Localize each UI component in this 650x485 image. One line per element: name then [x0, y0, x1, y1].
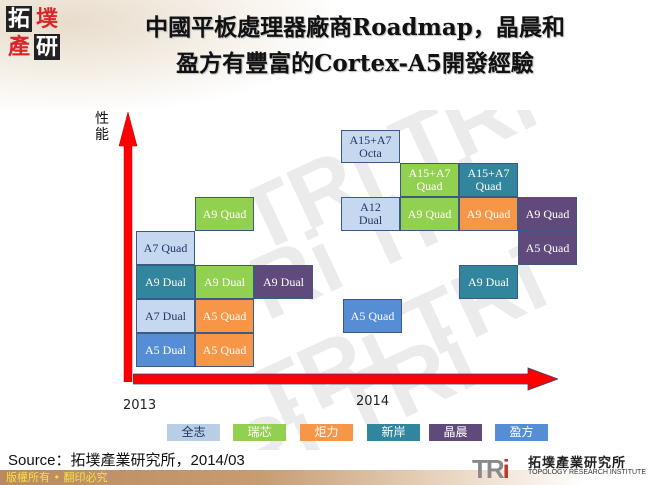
chip-block-2013: A9 Dual: [195, 265, 254, 299]
legend-xinan: 新岸: [367, 424, 420, 441]
tri-mark-icon: TRi: [472, 454, 510, 484]
year-label-2014: 2014: [356, 394, 390, 409]
org-name-en: TOPOLOGY RESEARCH INSTITUTE: [528, 469, 646, 476]
logo-char: 拓: [6, 6, 32, 32]
slide-title: 中國平板處理器廠商Roadmap，晶晨和 盈方有豐富的Cortex-A5開發經驗: [70, 10, 640, 82]
chip-block-2014: A15+A7 Quad: [459, 163, 518, 197]
chip-block-2013: A5 Quad: [195, 333, 254, 367]
footer-bar: [0, 470, 650, 485]
logo-char: 墣: [35, 6, 58, 32]
chip-block-2014: A15+A7 Quad: [400, 163, 459, 197]
title-line-1: 中國平板處理器廠商Roadmap，晶晨和: [145, 14, 565, 41]
tri-footer-logo: TRi 拓墣產業研究所 TOPOLOGY RESEARCH INSTITUTE: [472, 452, 647, 484]
chip-block-2014: A9 Quad: [400, 197, 459, 231]
chip-block-2014: A15+A7 Octa: [341, 130, 400, 163]
block-line-2: Octa: [359, 145, 382, 160]
block-line-1: A12: [360, 200, 381, 214]
chip-block-2013: A7 Dual: [136, 299, 195, 333]
performance-arrow-icon: [118, 112, 138, 382]
chip-block-2014: A5 Quad: [343, 299, 402, 333]
block-line-1: A15+A7: [467, 166, 510, 180]
timeline-arrow-icon: [133, 367, 558, 391]
title-line-2: 盈方有豐富的Cortex-A5開發經驗: [176, 50, 534, 77]
logo-char: 產: [7, 34, 30, 60]
chip-block-2014: A9 Quad: [518, 197, 577, 231]
chip-block-2013: A5 Dual: [136, 333, 195, 367]
chip-block-2013: A7 Quad: [136, 231, 195, 265]
chip-block-2013: A9 Dual: [136, 265, 195, 299]
chip-block-2014: A5 Quad: [518, 231, 577, 265]
copyright-text: 版權所有 • 翻印必究: [6, 471, 108, 484]
block-line-1: A15+A7: [349, 132, 392, 147]
chip-block-2014: A9 Quad: [459, 197, 518, 231]
block-line-2: Quad: [475, 179, 502, 193]
logo-char: 研: [34, 34, 60, 60]
chip-block-2014: A9 Dual: [459, 265, 518, 299]
source-note: Source：拓墣產業研究所，2014/03: [8, 452, 245, 469]
year-label-2013: 2013: [123, 398, 157, 413]
legend-juli: 炬力: [300, 424, 353, 441]
chip-block-2013: A9 Dual: [254, 265, 313, 299]
chip-block-2014: A12 Dual: [341, 197, 400, 231]
org-name-cn: 拓墣產業研究所: [528, 456, 627, 471]
legend-yingfang: 盈方: [495, 424, 548, 441]
legend-ruixin: 瑞芯: [233, 424, 286, 441]
block-line-2: Quad: [416, 179, 443, 193]
block-line-2: Dual: [358, 213, 383, 227]
legend-jingchen: 晶晨: [429, 424, 482, 441]
legend-quanzhi: 全志: [167, 424, 220, 441]
block-line-1: A15+A7: [408, 166, 451, 180]
tri-corner-logo: 拓 墣 產 研: [6, 6, 62, 62]
chip-block-2013: A9 Quad: [195, 197, 254, 231]
y-axis-label: 性能: [95, 111, 109, 143]
chip-block-2013: A5 Quad: [195, 299, 254, 333]
